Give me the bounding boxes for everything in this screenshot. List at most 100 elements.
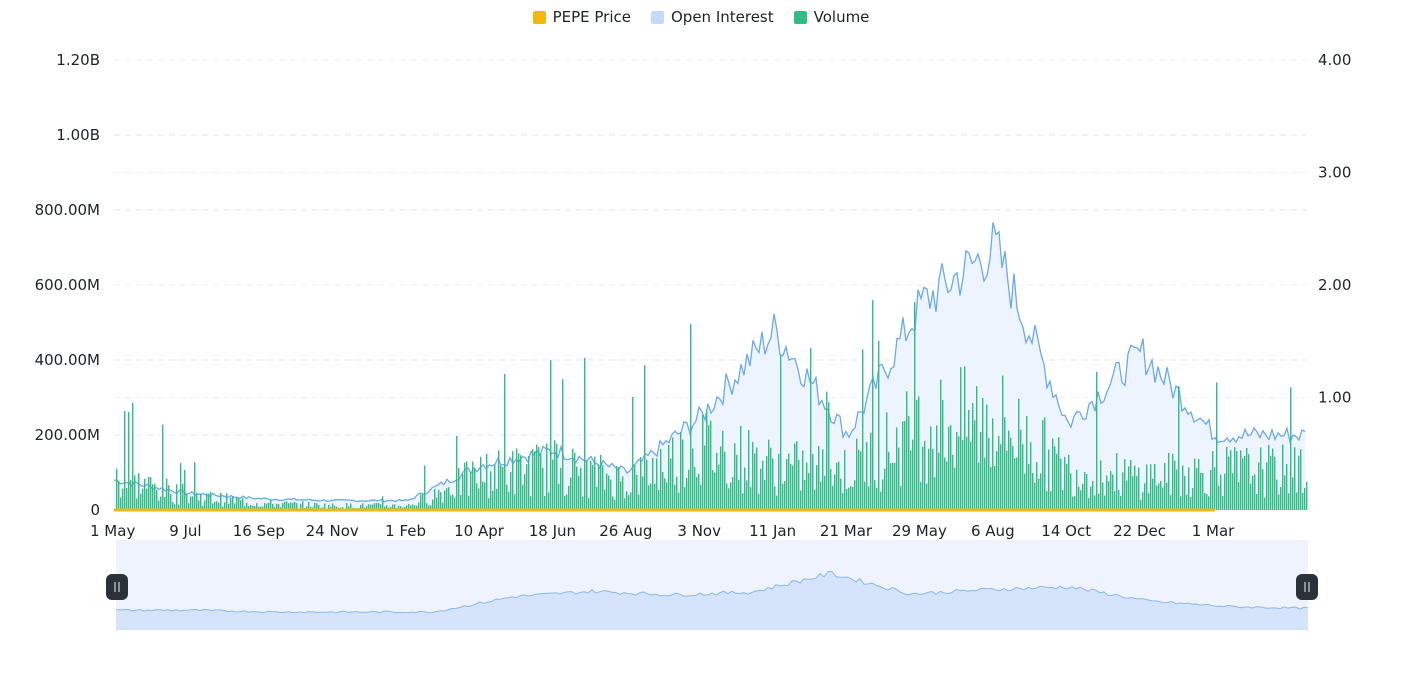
volume-bar	[436, 497, 438, 510]
volume-bar	[728, 488, 730, 510]
volume-bar	[138, 473, 140, 510]
volume-bar	[218, 502, 220, 510]
volume-bar	[372, 504, 374, 510]
volume-bar	[514, 494, 516, 510]
volume-bar	[900, 486, 902, 510]
volume-bar	[450, 495, 452, 510]
volume-bar	[1164, 462, 1166, 510]
volume-bar	[1270, 455, 1272, 510]
volume-bar	[1250, 483, 1252, 510]
volume-bar	[698, 474, 700, 510]
volume-bar	[580, 468, 582, 510]
volume-bar	[932, 448, 934, 510]
volume-bar	[996, 451, 998, 510]
volume-bar	[530, 496, 532, 510]
volume-bar	[598, 464, 600, 510]
navigator-handle-right[interactable]	[1296, 574, 1318, 600]
volume-bar	[1014, 458, 1016, 510]
volume-bar	[636, 474, 638, 510]
volume-bar	[206, 493, 208, 510]
volume-bar	[1028, 464, 1030, 510]
x-tick-label: 1 Mar	[1192, 522, 1235, 540]
volume-bar	[706, 409, 708, 510]
y-left-tick-label: 0	[90, 501, 100, 519]
volume-bar	[878, 340, 880, 510]
volume-bar	[824, 475, 826, 510]
volume-bar	[1144, 483, 1146, 510]
volume-bar	[1170, 495, 1172, 510]
volume-bar	[586, 460, 588, 510]
range-navigator[interactable]	[106, 540, 1318, 630]
volume-bar	[500, 465, 502, 510]
volume-bar	[158, 500, 160, 510]
volume-bar	[802, 450, 804, 510]
volume-bar	[368, 504, 370, 510]
volume-bar	[848, 487, 850, 510]
volume-bar	[1278, 494, 1280, 510]
volume-bar	[614, 499, 616, 510]
volume-bar	[556, 443, 558, 510]
volume-bar	[866, 442, 868, 510]
legend-item-volume[interactable]: Volume	[793, 8, 869, 26]
y-right-tick-label: 1.00	[1318, 389, 1351, 407]
volume-bar	[332, 503, 334, 510]
volume-bar	[880, 491, 882, 510]
volume-bar	[716, 452, 718, 510]
volume-bar	[810, 348, 812, 510]
volume-bar	[1110, 471, 1112, 510]
navigator-handle-left[interactable]	[106, 574, 128, 600]
volume-bar	[1298, 455, 1300, 510]
volume-bar	[1204, 493, 1206, 510]
x-tick-label: 21 Mar	[820, 522, 873, 540]
volume-bar	[314, 502, 316, 510]
volume-bar	[684, 487, 686, 510]
volume-bar	[1112, 474, 1114, 510]
volume-bar	[972, 403, 974, 510]
volume-bar	[404, 506, 406, 510]
volume-bar	[1064, 456, 1066, 510]
volume-bar	[424, 465, 426, 510]
volume-bar	[296, 503, 298, 510]
volume-bar	[234, 503, 236, 510]
volume-bar	[264, 502, 266, 510]
volume-bar	[1188, 467, 1190, 510]
legend-item-open-interest[interactable]: Open Interest	[650, 8, 774, 26]
y-right-tick-label: 3.00	[1318, 164, 1351, 182]
volume-bar	[628, 495, 630, 510]
volume-bar	[520, 455, 522, 510]
x-tick-label: 14 Oct	[1041, 522, 1091, 540]
volume-bar	[554, 440, 556, 510]
volume-bar	[822, 449, 824, 510]
volume-bar	[148, 476, 150, 510]
volume-bar	[1102, 482, 1104, 510]
volume-bar	[382, 496, 384, 510]
volume-bar	[1268, 444, 1270, 510]
volume-bar	[1252, 476, 1254, 510]
volume-bar	[374, 503, 376, 510]
volume-bar	[682, 439, 684, 510]
volume-bar	[752, 442, 754, 510]
volume-bar	[324, 503, 326, 510]
volume-bar	[250, 505, 252, 510]
volume-bar	[762, 460, 764, 510]
volume-bar	[252, 506, 254, 510]
volume-bar	[490, 471, 492, 510]
volume-bar	[416, 505, 418, 510]
volume-bar	[696, 477, 698, 510]
volume-bar	[1194, 458, 1196, 510]
legend-item-pepe-price[interactable]: PEPE Price	[532, 8, 631, 26]
volume-bar	[1120, 495, 1122, 510]
volume-bar	[926, 483, 928, 510]
volume-bar	[814, 489, 816, 510]
volume-bar	[238, 498, 240, 510]
volume-bar	[1074, 496, 1076, 510]
volume-bar	[178, 504, 180, 510]
volume-bar	[1276, 479, 1278, 510]
volume-bar	[572, 448, 574, 510]
volume-bar	[1080, 490, 1082, 510]
x-tick-label: 1 Feb	[385, 522, 426, 540]
x-tick-label: 10 Apr	[454, 522, 505, 540]
volume-bar	[632, 396, 634, 510]
volume-bar	[1302, 492, 1304, 510]
volume-bar	[622, 476, 624, 510]
